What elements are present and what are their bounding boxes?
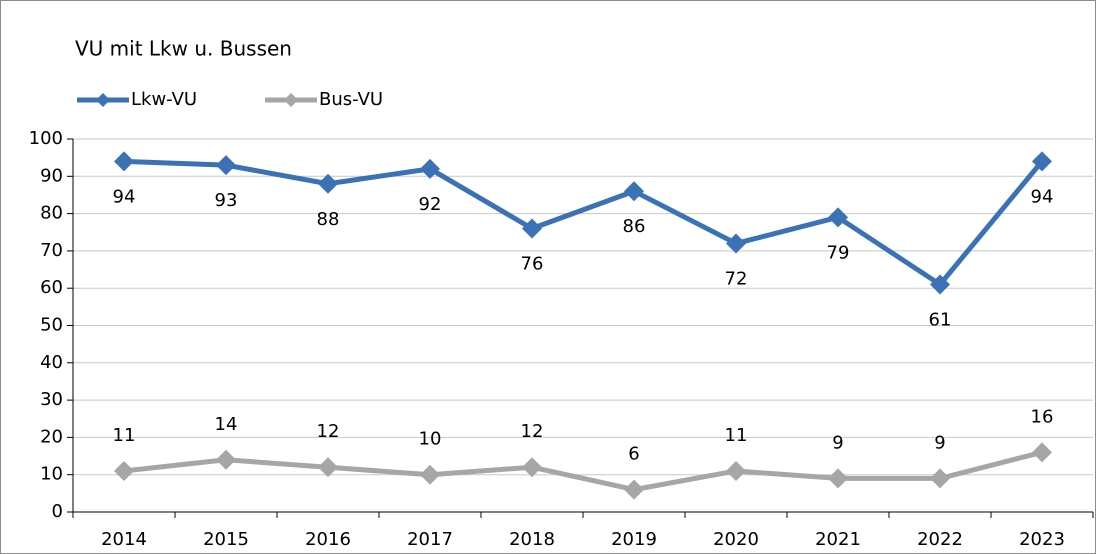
y-tick-label: 30: [40, 389, 63, 410]
data-point: [318, 173, 338, 194]
chart-title: VU mit Lkw u. Bussen: [75, 37, 292, 61]
data-label: 12: [317, 421, 340, 442]
data-label: 79: [827, 242, 850, 263]
data-point: [216, 155, 236, 176]
data-label: 86: [623, 216, 646, 237]
data-label: 61: [929, 309, 952, 330]
data-point: [522, 457, 542, 478]
x-tick-label: 2016: [305, 529, 351, 550]
data-point: [318, 457, 338, 478]
data-label: 92: [419, 194, 442, 215]
data-point: [216, 449, 236, 470]
x-tick-label: 2022: [917, 529, 963, 550]
legend-label: Lkw-VU: [131, 89, 197, 110]
data-label: 76: [521, 254, 544, 275]
x-tick-label: 2020: [713, 529, 759, 550]
data-point: [930, 468, 950, 489]
x-tick-label: 2015: [203, 529, 249, 550]
x-tick-label: 2021: [815, 529, 861, 550]
x-tick-label: 2014: [101, 529, 147, 550]
data-label: 93: [215, 190, 238, 211]
y-tick-label: 0: [52, 501, 63, 522]
data-label: 88: [317, 209, 340, 230]
data-label: 16: [1031, 406, 1054, 427]
data-point: [726, 460, 746, 481]
x-tick-label: 2018: [509, 529, 555, 550]
data-point: [828, 207, 848, 228]
legend-label: Bus-VU: [319, 89, 383, 110]
data-label: 9: [832, 432, 843, 453]
data-point: [930, 274, 950, 295]
data-point: [114, 151, 134, 172]
data-label: 94: [113, 186, 136, 207]
data-label: 11: [113, 425, 136, 446]
data-point: [114, 460, 134, 481]
data-point: [420, 158, 440, 179]
legend-marker: [284, 93, 298, 107]
data-point: [420, 464, 440, 485]
y-tick-label: 60: [40, 277, 63, 298]
data-label: 9: [934, 432, 945, 453]
data-point: [828, 468, 848, 489]
y-tick-label: 80: [40, 203, 63, 224]
y-tick-label: 70: [40, 240, 63, 261]
legend-marker: [96, 93, 110, 107]
data-point: [1032, 442, 1052, 463]
data-label: 6: [628, 444, 639, 465]
data-label: 10: [419, 429, 442, 450]
x-tick-label: 2017: [407, 529, 453, 550]
data-point: [624, 181, 644, 202]
data-point: [522, 218, 542, 239]
y-tick-label: 90: [40, 165, 63, 186]
y-tick-label: 50: [40, 315, 63, 336]
series-line: [123, 158, 1044, 287]
data-label: 14: [215, 414, 238, 435]
data-label: 12: [521, 421, 544, 442]
data-point: [624, 479, 644, 500]
data-label: 72: [725, 268, 748, 289]
data-point: [1032, 151, 1052, 172]
data-point: [726, 233, 746, 254]
y-tick-label: 20: [40, 426, 63, 447]
y-tick-label: 40: [40, 352, 63, 373]
y-tick-label: 100: [29, 128, 63, 149]
data-label: 94: [1031, 186, 1054, 207]
series-line: [123, 449, 1043, 493]
x-tick-label: 2023: [1019, 529, 1065, 550]
y-tick-label: 10: [40, 464, 63, 485]
x-tick-label: 2019: [611, 529, 657, 550]
data-label: 11: [725, 425, 748, 446]
